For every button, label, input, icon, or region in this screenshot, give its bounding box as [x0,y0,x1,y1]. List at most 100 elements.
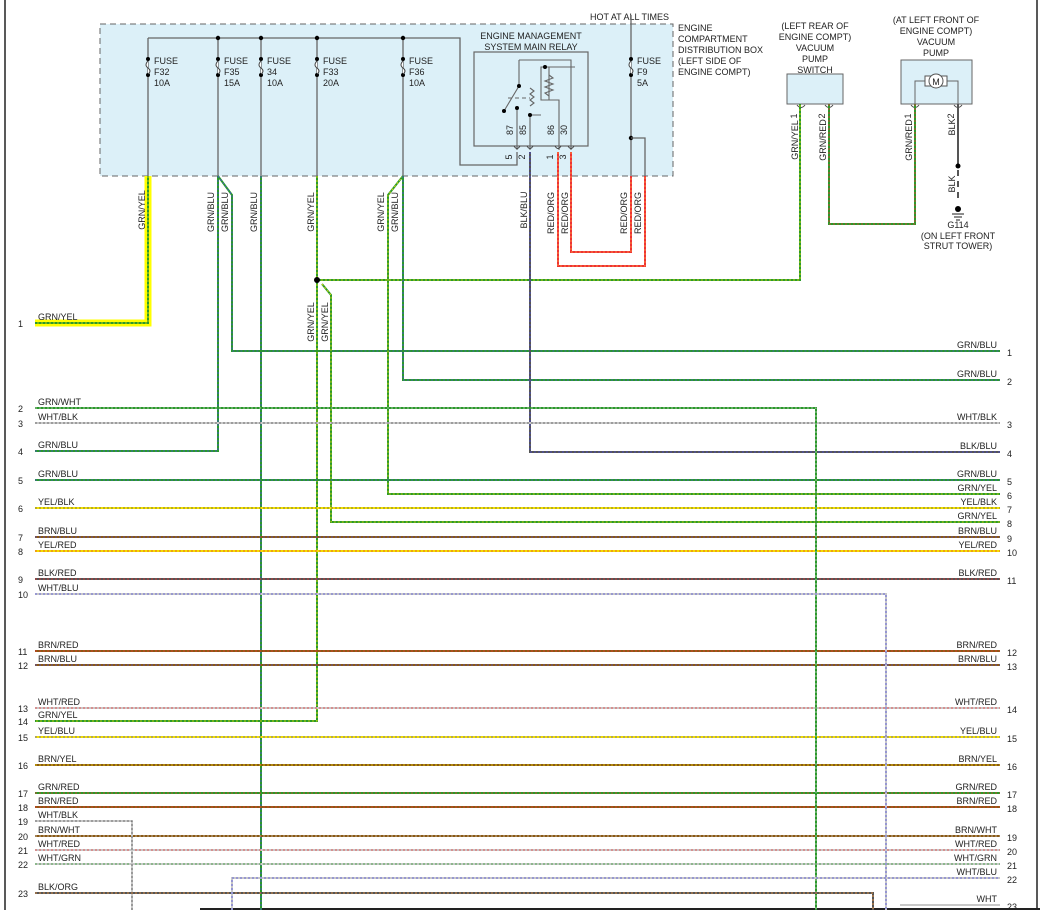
fuse-id: 34 [267,67,277,77]
wire-label: GRN/YEL [306,302,316,342]
vacuum-pump-label: (AT LEFT FRONT OF [893,15,980,25]
main-relay [473,51,589,147]
left-connector-wire-label: WHT/BLK [38,412,78,422]
fuse-icon [400,60,406,75]
left-connector-wire-label: BRN/RED [38,640,79,650]
right-connector-pin-number: 23 [1007,902,1017,910]
wire-relay-30-tracer [570,152,632,253]
left-connector-wire-label: GRN/YEL [38,710,78,720]
fuse-rating: 5A [637,78,648,88]
right-connector-pin-number: 21 [1007,861,1017,871]
distribution-box-label: (LEFT SIDE OF [678,56,742,66]
left-connector-wire-label: YEL/BLK [38,497,75,507]
fuse-rating: 10A [409,78,425,88]
fuse-terminal [216,73,220,77]
right-connector-wire-label: BLK/BLU [960,441,997,451]
left-connector-pin-number: 5 [18,476,23,486]
wire-label: GRN/YEL [376,192,386,232]
wire-vacuum-pump-feed [828,104,916,225]
wire-label: GRN/YEL [790,120,800,160]
left-connector-pin-number: 2 [18,404,23,414]
connector-pin-icon [526,145,534,149]
wire-label: GRN/BLU [249,192,259,232]
fuse-icon [314,60,320,75]
right-connector-pin-number: 14 [1007,705,1017,715]
wire-label: RED/ORG [546,192,556,234]
fuse-id: F32 [154,67,170,77]
right-connector-wire-label: WHT/RED [955,697,997,707]
ground-id: G114 [947,220,968,230]
vacuum-pump-pin: 1 [903,113,913,118]
left-connector-pin-number: 20 [18,832,28,842]
left-connector-pin-number: 1 [18,319,23,329]
right-connector-wire-label: YEL/BLU [960,726,997,736]
left-connector-pin-number: 19 [18,817,28,827]
right-connector-wire-label: GRN/BLU [957,340,997,350]
fuse-rating: 10A [267,78,283,88]
wire-left-10 [35,593,887,910]
relay-pin-label: 3 [558,154,568,159]
left-connector-wire-label: YEL/RED [38,540,77,550]
right-connector-pin-number: 1 [1007,348,1012,358]
right-connector-wire-label: BRN/RED [956,796,997,806]
right-connector-pin-number: 3 [1007,420,1012,430]
wire-left-19-tracer [35,820,133,910]
distribution-box-label: ENGINE [678,23,713,33]
wire-label: GRN/BLU [206,192,216,232]
right-connector-wire-label: WHT/BLK [957,412,997,422]
vacuum-switch-label: PUMP [802,54,828,64]
left-connector-pin-number: 3 [18,419,23,429]
wire-f35-out-b-tracer [217,175,1000,352]
right-connector-wire-label: WHT [977,894,998,904]
left-connector-pin-number: 23 [18,889,28,899]
right-connector-wire-label: BRN/BLU [958,654,997,664]
relay-contact [543,65,547,69]
fuse-label: FUSE [409,56,433,66]
right-connector-pin-number: 19 [1007,833,1017,843]
left-connector-pin-number: 16 [18,761,28,771]
relay-pin-label: 2 [517,154,527,159]
right-connector-wire-label: GRN/RED [955,782,997,792]
relay-terminal-label: 30 [559,125,569,135]
right-connector-pin-number: 8 [1007,519,1012,529]
wire-label: BLK/BLU [519,191,529,228]
right-connector-wire-label: GRN/YEL [957,483,997,493]
bus-junction [400,35,406,41]
fuse-id: F9 [637,67,648,77]
right-connector-wire-label: WHT/GRN [954,853,997,863]
right-connector-pin-number: 5 [1007,477,1012,487]
ground-location: STRUT TOWER) [924,241,993,251]
wire-f35-out-b [217,175,1000,352]
power-bus [148,37,518,166]
wire-left-2-tracer [35,407,817,910]
wire-f36-b-tracer [402,176,1000,381]
wire-f32-out-tracer [35,176,149,324]
wire-f33-a [35,280,318,722]
fuse-label: FUSE [637,56,661,66]
wire-f35-out-a-tracer [35,176,219,452]
left-connector-wire-label: YEL/BLU [38,726,75,736]
bus-junction [314,35,320,41]
left-connector-wire-label: BRN/BLU [38,526,77,536]
relay-contact [502,109,506,113]
left-connector-pin-number: 6 [18,504,23,514]
right-connector-pin-number: 20 [1007,847,1017,857]
relay-pin-label: 5 [504,154,514,159]
relay-terminal-label: 85 [518,125,528,135]
fuse-label: FUSE [323,56,347,66]
motor-icon [928,73,944,89]
fuse-terminal [216,57,220,61]
right-connector-pin-number: 18 [1007,804,1017,814]
wire-f33-b [321,283,1000,523]
distribution-box-label: ENGINE COMPT) [678,67,751,77]
relay-title: SYSTEM MAIN RELAY [484,42,577,52]
right-connector-wire-label: BRN/YEL [958,754,997,764]
left-connector-pin-number: 17 [18,789,28,799]
left-connector-pin-number: 13 [18,704,28,714]
distribution-box [99,23,674,177]
wire-left-10-tracer [35,593,887,910]
right-connector-wire-label: BRN/WHT [955,825,997,835]
connector-pin-icon [567,145,575,149]
wire-label: GRN/YEL [137,190,147,230]
wire-label: RED/ORG [633,192,643,234]
